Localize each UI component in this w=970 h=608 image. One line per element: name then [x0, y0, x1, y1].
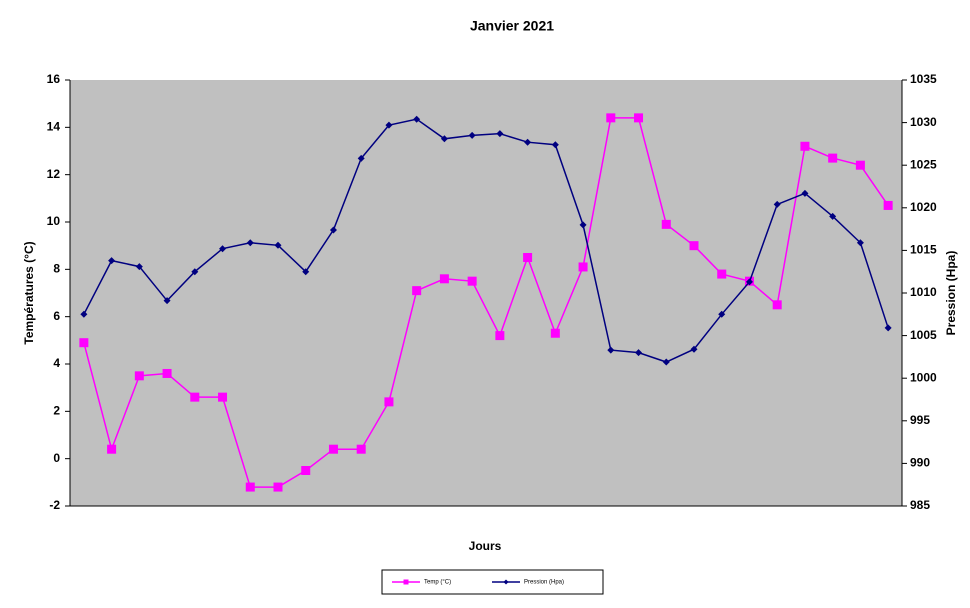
plot-area [70, 80, 902, 506]
y-tick-label: 0 [53, 451, 60, 465]
data-point [607, 346, 615, 354]
data-point [302, 268, 310, 276]
data-point [108, 257, 116, 265]
data-point [134, 371, 144, 381]
data-point [79, 338, 89, 348]
x-axis-title: Jours [469, 539, 502, 553]
y-tick-label: 4 [53, 356, 60, 370]
y-tick-label: 12 [47, 167, 61, 181]
data-point [439, 274, 449, 284]
legend-label: Temp (°C) [424, 580, 451, 586]
data-point [413, 115, 421, 123]
data-point [550, 328, 560, 338]
data-point [412, 286, 422, 296]
y2-tick-label: 985 [910, 498, 930, 512]
y-tick-label: 2 [53, 404, 60, 418]
data-point [495, 331, 505, 341]
data-point [219, 245, 227, 253]
y2-tick-label: 1005 [910, 328, 937, 342]
data-point [218, 392, 228, 402]
data-point [856, 239, 864, 247]
y2-tick-label: 1035 [910, 72, 937, 86]
data-point [328, 444, 338, 454]
y2-tick-label: 1030 [910, 115, 937, 129]
y2-tick-label: 1010 [910, 285, 937, 299]
data-point [690, 345, 698, 353]
data-point [551, 141, 559, 149]
data-point [385, 121, 393, 129]
data-point [246, 239, 254, 247]
data-point [773, 200, 781, 208]
data-point [273, 482, 283, 492]
data-point [496, 130, 504, 138]
legend-marker [503, 579, 509, 585]
data-point [883, 200, 893, 210]
data-point [828, 153, 838, 163]
y-tick-label: 10 [47, 214, 61, 228]
data-point [190, 392, 200, 402]
y2-tick-label: 995 [910, 413, 930, 427]
data-point [274, 241, 282, 249]
data-point [440, 135, 448, 143]
data-point [772, 300, 782, 310]
data-point [523, 253, 533, 262]
data-point [163, 297, 171, 305]
data-point [191, 268, 199, 276]
data-point [329, 226, 337, 234]
data-point [245, 482, 255, 492]
y2-tick-label: 990 [910, 456, 930, 470]
data-point [829, 212, 837, 220]
series-line [83, 117, 889, 488]
data-point [80, 310, 88, 318]
data-point [468, 131, 476, 139]
data-point [718, 310, 726, 318]
data-point [745, 278, 753, 286]
data-point [634, 113, 644, 123]
legend-marker [403, 579, 409, 585]
y-tick-label: 16 [47, 72, 61, 86]
data-point [662, 358, 670, 366]
data-point [357, 154, 365, 162]
data-point [606, 113, 616, 123]
legend-label: Pression (Hpa) [524, 580, 564, 586]
data-point [162, 368, 172, 378]
y2-tick-label: 1025 [910, 157, 937, 171]
data-point [801, 189, 809, 197]
y-axis-title: Températures (°C) [22, 241, 36, 344]
chart-title: Janvier 2021 [470, 18, 554, 34]
data-point [800, 141, 810, 151]
series-line [83, 118, 889, 363]
data-point [661, 219, 671, 229]
data-point [689, 241, 699, 251]
data-point [635, 349, 643, 357]
y2-axis-title: Pression (Hpa) [944, 251, 958, 336]
data-point [107, 444, 117, 454]
data-point [524, 138, 532, 146]
data-point [717, 269, 727, 279]
data-point [384, 397, 394, 407]
y-tick-label: -2 [49, 498, 60, 512]
data-point [467, 276, 477, 286]
y-tick-label: 14 [47, 120, 61, 134]
y2-tick-label: 1020 [910, 200, 937, 214]
data-point [135, 263, 143, 271]
data-point [301, 466, 311, 475]
y2-tick-label: 1000 [910, 370, 937, 384]
data-point [579, 221, 587, 229]
y2-tick-label: 1015 [910, 243, 937, 257]
y-tick-label: 6 [53, 309, 60, 323]
data-point [578, 262, 588, 272]
data-point [855, 160, 865, 170]
data-point [884, 324, 892, 332]
y-tick-label: 8 [53, 262, 60, 276]
data-point [356, 444, 366, 454]
